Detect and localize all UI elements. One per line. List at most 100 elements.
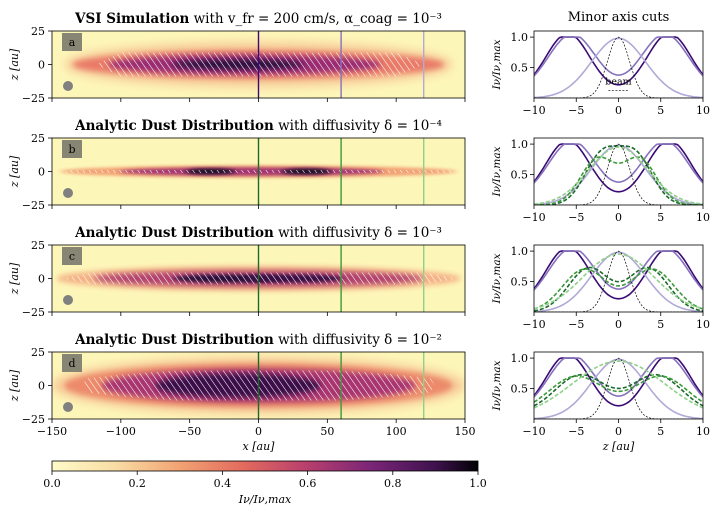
cut-xtick-label: −5 bbox=[568, 318, 584, 331]
cut-ytick-label: 1.0 bbox=[511, 31, 529, 44]
cut-xtick-label: −10 bbox=[522, 104, 545, 117]
profile-series-3 bbox=[534, 144, 703, 205]
beam-profile bbox=[534, 143, 703, 205]
colorbar-tick-label: 0.8 bbox=[384, 477, 402, 490]
panel-letter: a bbox=[69, 36, 76, 49]
panel-title: Analytic Dust Distribution with diffusiv… bbox=[74, 332, 442, 348]
beam-marker bbox=[63, 295, 73, 305]
ytick-label: −25 bbox=[22, 92, 45, 105]
panel-title: Analytic Dust Distribution with diffusiv… bbox=[74, 225, 442, 241]
profile-series-4 bbox=[534, 145, 703, 205]
cut-panel-b: 1.0 0.5 −10 −5 0 5 10 Iν/Iν,max bbox=[491, 137, 710, 224]
panel-letter: b bbox=[68, 143, 75, 156]
cut-xtick-label: −5 bbox=[568, 211, 584, 224]
beam-profile bbox=[534, 357, 703, 419]
panel-title-bold: VSI Simulation bbox=[74, 11, 189, 27]
colorbar-label: Iν/Iν,max bbox=[238, 493, 292, 506]
map-panel-d: d 25 0 −25z [au] −150 −100 −50 0 50 100 150 x [au] A… bbox=[8, 332, 476, 453]
cut-ytick-label: 0.5 bbox=[511, 276, 529, 289]
cut-ytick-label: 1.0 bbox=[511, 245, 529, 258]
profile-series-2 bbox=[534, 250, 703, 291]
beam-marker bbox=[63, 81, 73, 91]
beam-profile bbox=[534, 36, 703, 98]
ytick-label: −25 bbox=[22, 413, 45, 426]
colorbar-gradient bbox=[51, 460, 479, 472]
y-axis-label: z [au] bbox=[8, 155, 21, 188]
profile-series-2 bbox=[534, 357, 703, 398]
panel-title-bold: Analytic Dust Distribution bbox=[74, 332, 274, 348]
y-axis-label: z [au] bbox=[8, 262, 21, 295]
ytick-label: 0 bbox=[38, 166, 45, 179]
cut-xtick-label: 10 bbox=[696, 211, 710, 224]
x-axis-label: x [au] bbox=[243, 440, 276, 453]
ytick-label: 0 bbox=[38, 59, 45, 72]
panel-title-rest: with diffusivity δ = 10⁻⁴ bbox=[274, 118, 442, 134]
panel-letter: c bbox=[69, 250, 75, 263]
panel-letter-box bbox=[62, 140, 82, 158]
xtick-label: 50 bbox=[320, 425, 334, 438]
profile-series-4 bbox=[534, 266, 703, 312]
cut-ytick-label: 1.0 bbox=[511, 352, 529, 365]
map-panel-a: a 25 0 −25z [au] VSI Simulation with v_fr = … bbox=[8, 11, 466, 105]
map-panel-c: c 25 0 −25z [au] Analytic Dust Distribution … bbox=[8, 225, 466, 319]
profile-series-6 bbox=[534, 253, 703, 310]
cut-y-axis-label: Iν/Iν,max bbox=[491, 253, 503, 304]
ytick-label: −25 bbox=[22, 306, 45, 319]
cut-xtick-label: −10 bbox=[522, 425, 545, 438]
panel-title-rest: with diffusivity δ = 10⁻² bbox=[274, 332, 442, 348]
profile-series-3 bbox=[534, 37, 703, 98]
profile-series-6 bbox=[534, 146, 703, 205]
xtick-label: 100 bbox=[386, 425, 407, 438]
cut-panel-d: 1.0 0.5 −10 −5 0 5 10 Iν/Iν,max z [au] bbox=[491, 351, 710, 453]
profile-series-3 bbox=[534, 251, 703, 312]
ytick-label: −25 bbox=[22, 199, 45, 212]
colorbar-tick-label: 0.2 bbox=[128, 477, 146, 490]
profile-series-5 bbox=[534, 268, 703, 310]
profile-series-2 bbox=[534, 36, 703, 77]
cut-xtick-label: 0 bbox=[615, 318, 622, 331]
cut-title: Minor axis cuts bbox=[568, 10, 670, 25]
cut-xtick-label: −10 bbox=[522, 211, 545, 224]
y-axis-label: z [au] bbox=[8, 369, 21, 402]
cut-xtick-label: −5 bbox=[568, 425, 584, 438]
profile-series-3 bbox=[534, 358, 703, 419]
cut-xtick-label: 5 bbox=[657, 425, 664, 438]
cut-y-axis-label: Iν/Iν,max bbox=[491, 360, 503, 411]
hatch-region bbox=[63, 272, 459, 285]
panel-title-bold: Analytic Dust Distribution bbox=[74, 225, 274, 241]
ytick-label: 25 bbox=[31, 25, 45, 38]
cut-xtick-label: 10 bbox=[696, 318, 710, 331]
profile-series-1 bbox=[534, 143, 703, 193]
cut-ytick-label: 0.5 bbox=[511, 383, 529, 396]
cut-xtick-label: 5 bbox=[657, 104, 664, 117]
cut-xtick-label: 5 bbox=[657, 211, 664, 224]
panel-title-bold: Analytic Dust Distribution bbox=[74, 118, 274, 134]
colorbar-tick-label: 0.6 bbox=[299, 477, 317, 490]
cut-xtick-label: 0 bbox=[615, 211, 622, 224]
profile-series-1 bbox=[534, 36, 703, 86]
beam-marker bbox=[63, 402, 73, 412]
cut-x-axis-label: z [au] bbox=[602, 440, 635, 453]
cut-xtick-label: 0 bbox=[615, 425, 622, 438]
cut-panel-c: 1.0 0.5 −10 −5 0 5 10 Iν/Iν,max bbox=[491, 244, 710, 331]
profile-series-6 bbox=[534, 360, 703, 409]
panel-letter-box bbox=[62, 354, 82, 372]
panel-letter-box bbox=[62, 247, 82, 265]
cut-xtick-label: 5 bbox=[657, 318, 664, 331]
cut-panel-a: beam 1.0 0.5 −10 −5 0 5 10 Iν/Iν,max Minor axis c… bbox=[491, 10, 710, 117]
panel-letter: d bbox=[68, 357, 75, 370]
profile-series-1 bbox=[534, 357, 703, 407]
cut-y-axis-label: Iν/Iν,max bbox=[491, 39, 503, 90]
panel-title: VSI Simulation with v_fr = 200 cm/s, α_c… bbox=[74, 11, 442, 27]
cut-xtick-label: −5 bbox=[568, 104, 584, 117]
ytick-label: 0 bbox=[38, 380, 45, 393]
panel-title: Analytic Dust Distribution with diffusiv… bbox=[74, 118, 442, 134]
panel-title-rest: with diffusivity δ = 10⁻³ bbox=[274, 225, 442, 241]
beam-marker bbox=[63, 188, 73, 198]
cut-xtick-label: −10 bbox=[522, 318, 545, 331]
profile-series-5 bbox=[534, 375, 703, 403]
y-axis-label: z [au] bbox=[8, 48, 21, 81]
profile-series-4 bbox=[534, 373, 703, 407]
map-panel-b: b 25 0 −25z [au] Analytic Dust Distribution … bbox=[8, 118, 466, 212]
